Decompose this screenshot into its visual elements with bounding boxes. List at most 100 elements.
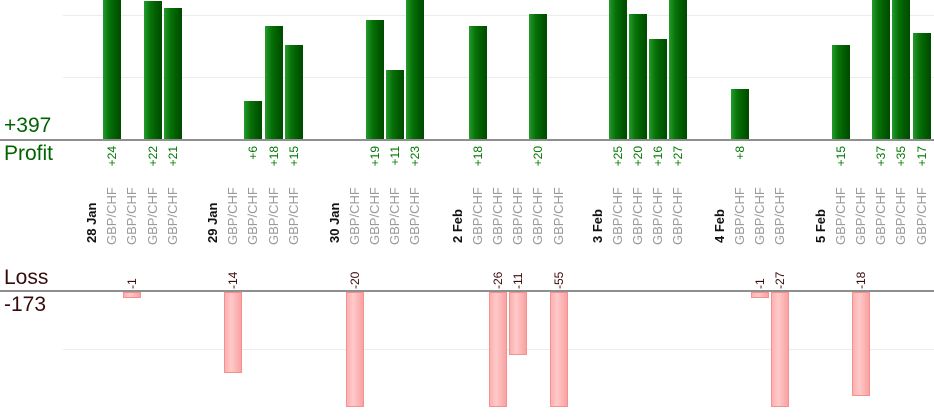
- currency-label: GBP/CHF: [650, 187, 666, 245]
- profit-value-label: +27: [671, 146, 686, 167]
- profit-value-label: +24: [105, 146, 119, 167]
- profit-value-label: +6: [246, 146, 261, 160]
- currency-label: GBP/CHF: [104, 187, 119, 245]
- profit-value-label: +15: [286, 146, 301, 167]
- profit-bar: [468, 26, 487, 139]
- profit-value-label: +11: [388, 146, 403, 166]
- loss-bar: [123, 292, 142, 298]
- currency-label: GBP/CHF: [489, 187, 505, 245]
- profit-value-label: +18: [266, 146, 281, 167]
- profit-value-label: +20: [531, 146, 546, 167]
- profit-bar: [163, 8, 182, 139]
- loss-value-label: -27: [773, 271, 788, 289]
- currency-label: GBP/CHF: [407, 187, 423, 245]
- currency-label: GBP/CHF: [670, 187, 686, 245]
- currency-label: GBP/CHF: [164, 187, 180, 245]
- date-label: 3 Feb: [589, 209, 605, 243]
- currency-label: GBP/CHF: [530, 187, 546, 245]
- profit-bar: [831, 45, 850, 139]
- profit-value-label: +15: [833, 146, 848, 167]
- profit-bar: [608, 0, 627, 139]
- profit-bar: [529, 14, 548, 139]
- currency-label: GBP/CHF: [245, 187, 261, 245]
- currency-label: GBP/CHF: [469, 187, 485, 245]
- loss-value-label: -26: [490, 271, 505, 289]
- loss-bar: [771, 292, 790, 407]
- loss-value-label: -18: [853, 271, 868, 289]
- loss-axis-label: Loss: [4, 266, 49, 289]
- profit-value-label: +19: [367, 146, 382, 167]
- currency-label: GBP/CHF: [893, 187, 909, 245]
- profit-axis-line: [0, 139, 934, 141]
- profit-bar: [143, 1, 162, 139]
- date-label: 29 Jan: [205, 202, 220, 243]
- loss-bar: [345, 292, 364, 407]
- profit-value-label: +16: [651, 146, 666, 167]
- profit-value-label: +17: [914, 146, 929, 167]
- profit-total-label: +397: [4, 114, 52, 137]
- currency-label: GBP/CHF: [772, 187, 788, 245]
- profit-bar: [406, 0, 425, 139]
- currency-label: GBP/CHF: [387, 187, 403, 245]
- gridline-profit-10: [63, 77, 934, 78]
- profit-bar: [284, 45, 303, 139]
- loss-bar: [851, 292, 870, 396]
- profit-value-label: +22: [145, 146, 160, 167]
- currency-label: GBP/CHF: [144, 187, 160, 245]
- profit-bar: [872, 0, 891, 139]
- profit-value-label: +35: [894, 146, 909, 167]
- currency-label: GBP/CHF: [609, 187, 625, 245]
- profit-bar: [649, 39, 668, 139]
- date-label: 28 Jan: [84, 202, 99, 243]
- loss-value-label: -11: [511, 272, 526, 289]
- profit-bar: [628, 14, 647, 139]
- currency-label: GBP/CHF: [124, 187, 140, 245]
- profit-value-label: +25: [610, 146, 625, 167]
- profit-value-label: +21: [165, 146, 180, 167]
- date-label: 30 Jan: [326, 202, 342, 243]
- loss-total-label: -173: [4, 293, 47, 316]
- currency-label: GBP/CHF: [550, 187, 566, 245]
- currency-label: GBP/CHF: [913, 187, 929, 245]
- loss-bar: [488, 292, 507, 407]
- loss-bar: [224, 292, 242, 373]
- currency-label: GBP/CHF: [629, 187, 645, 245]
- currency-label: GBP/CHF: [852, 187, 868, 245]
- date-label: 4 Feb: [711, 209, 727, 243]
- currency-label: GBP/CHF: [285, 187, 301, 245]
- currency-label: GBP/CHF: [731, 187, 747, 245]
- gridline-profit-20: [63, 15, 934, 16]
- profit-value-label: +23: [408, 146, 423, 167]
- profit-value-label: +8: [732, 146, 747, 160]
- date-label: 5 Feb: [812, 209, 828, 243]
- loss-value-label: -1: [752, 278, 767, 289]
- profit-value-label: +37: [874, 146, 889, 167]
- currency-label: GBP/CHF: [366, 187, 382, 245]
- currency-label: GBP/CHF: [832, 187, 848, 245]
- date-label: 2 Feb: [449, 209, 465, 243]
- profit-bar: [912, 33, 931, 139]
- currency-label: GBP/CHF: [265, 187, 281, 245]
- profit-bar: [386, 70, 405, 139]
- profit-bar: [264, 26, 283, 139]
- loss-axis-line: [0, 290, 934, 292]
- profit-axis-label: Profit: [4, 142, 54, 165]
- profit-bar: [730, 89, 749, 139]
- loss-value-label: -20: [347, 271, 362, 289]
- loss-bar: [750, 292, 769, 298]
- currency-label: GBP/CHF: [751, 187, 767, 245]
- loss-value-label: -1: [125, 278, 140, 289]
- currency-label: GBP/CHF: [510, 187, 526, 245]
- currency-label: GBP/CHF: [225, 187, 240, 245]
- profit-bar: [669, 0, 688, 139]
- loss-value-label: -55: [551, 271, 566, 289]
- profit-bar: [892, 0, 911, 139]
- profit-bar: [244, 101, 263, 139]
- profit-bar: [365, 20, 384, 139]
- currency-label: GBP/CHF: [873, 187, 889, 245]
- profit-bar: [103, 0, 121, 139]
- loss-value-label: -14: [226, 271, 240, 289]
- loss-bar: [549, 292, 568, 407]
- profit-value-label: +20: [630, 146, 645, 167]
